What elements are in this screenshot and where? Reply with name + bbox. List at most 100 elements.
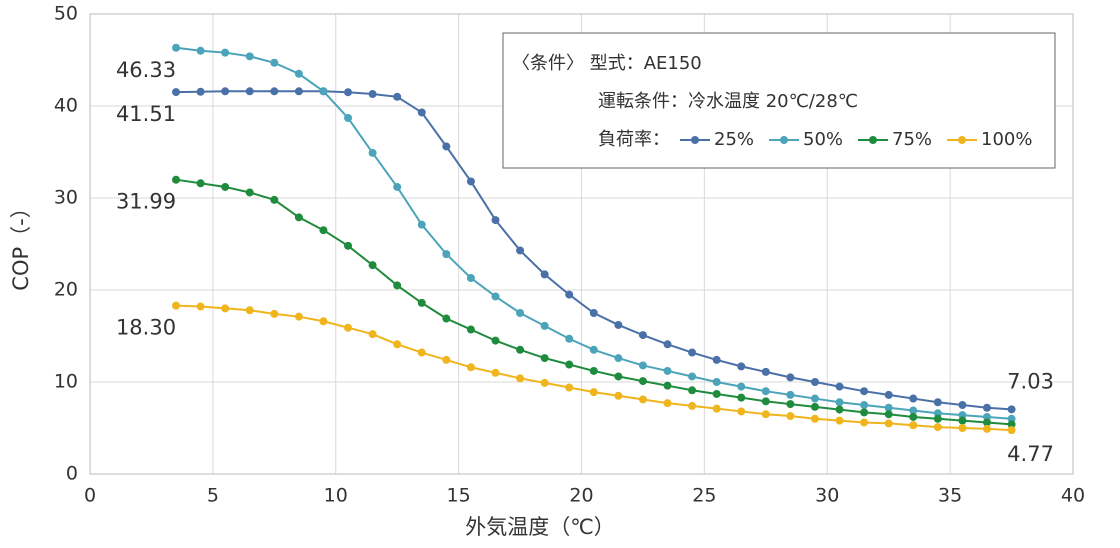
data-point [663, 399, 672, 408]
data-point [909, 406, 918, 415]
data-point [663, 381, 672, 390]
data-point [442, 314, 451, 323]
x-tick-label: 35 [938, 485, 962, 507]
data-point [565, 383, 574, 392]
data-point [933, 409, 942, 418]
data-point [810, 414, 819, 423]
plot-border [89, 13, 1074, 475]
data-point [688, 401, 697, 410]
data-point [442, 250, 451, 259]
data-point [614, 320, 623, 329]
data-point [491, 292, 500, 301]
data-point [860, 408, 869, 417]
data-point [196, 179, 205, 188]
data-point [1007, 420, 1016, 429]
data-point [786, 373, 795, 382]
data-point [245, 52, 254, 61]
data-point [638, 395, 647, 404]
data-point [466, 177, 475, 186]
data-point [1007, 426, 1016, 435]
data-point [688, 372, 697, 381]
data-point [589, 366, 598, 375]
data-point [516, 345, 525, 354]
data-point [294, 213, 303, 222]
x-tick-label: 20 [569, 485, 593, 507]
data-point [294, 69, 303, 78]
data-point [638, 377, 647, 386]
data-point [172, 175, 181, 184]
data-point [909, 412, 918, 421]
data-point [491, 216, 500, 225]
data-point [393, 281, 402, 290]
legend-label: 50% [803, 129, 843, 150]
data-point [270, 87, 279, 96]
data-point [737, 362, 746, 371]
data-point [933, 414, 942, 423]
data-point [540, 321, 549, 330]
data-point [884, 390, 893, 399]
legend-condition: 運転条件：冷水温度 20℃/28℃ [598, 91, 858, 112]
data-point [417, 348, 426, 357]
data-point [270, 58, 279, 67]
data-point [270, 309, 279, 318]
x-tick-label: 5 [207, 485, 219, 507]
data-point [196, 302, 205, 311]
data-point [466, 363, 475, 372]
data-point [319, 226, 328, 235]
data-point [589, 345, 598, 354]
data-point [835, 382, 844, 391]
data-point [344, 323, 353, 332]
data-point [761, 367, 770, 376]
data-point [860, 418, 869, 427]
data-point [933, 423, 942, 432]
legend-swatch [958, 136, 966, 144]
data-point [884, 410, 893, 419]
x-tick-label: 40 [1061, 485, 1085, 507]
data-point [540, 378, 549, 387]
data-point [516, 309, 525, 317]
data-point [221, 182, 230, 191]
data-point [860, 401, 869, 409]
data-point [663, 366, 672, 375]
data-point [933, 398, 942, 407]
data-point [712, 355, 721, 364]
y-tick-label: 0 [66, 463, 78, 485]
y-tick-label: 40 [54, 95, 78, 117]
legend-swatch [780, 136, 788, 144]
data-point [491, 368, 500, 377]
data-point [196, 46, 205, 55]
data-point [638, 331, 647, 340]
data-point [737, 393, 746, 402]
data-point [958, 401, 967, 409]
data-label: 46.33 [116, 58, 176, 82]
legend-swatch [869, 136, 877, 144]
data-point [810, 402, 819, 411]
data-point [393, 92, 402, 101]
data-point [761, 410, 770, 419]
data-point [172, 88, 181, 97]
data-point [417, 108, 426, 117]
data-point [884, 403, 893, 412]
data-point [786, 412, 795, 421]
x-tick-label: 10 [324, 485, 348, 507]
data-point [442, 355, 451, 364]
data-point [540, 270, 549, 279]
data-point [1007, 414, 1016, 423]
data-point [958, 411, 967, 420]
data-point [909, 394, 918, 403]
data-point [221, 48, 230, 57]
data-point [860, 387, 869, 396]
legend-label: 100% [981, 129, 1032, 150]
data-point [958, 416, 967, 425]
data-label: 4.77 [1007, 442, 1054, 466]
x-tick-label: 30 [815, 485, 839, 507]
data-point [221, 304, 230, 313]
data-point [344, 88, 353, 97]
data-point [1007, 405, 1016, 414]
data-point [614, 372, 623, 381]
data-point [982, 418, 991, 427]
data-point [172, 301, 181, 310]
data-point [368, 90, 377, 99]
y-tick-label: 10 [54, 371, 78, 393]
